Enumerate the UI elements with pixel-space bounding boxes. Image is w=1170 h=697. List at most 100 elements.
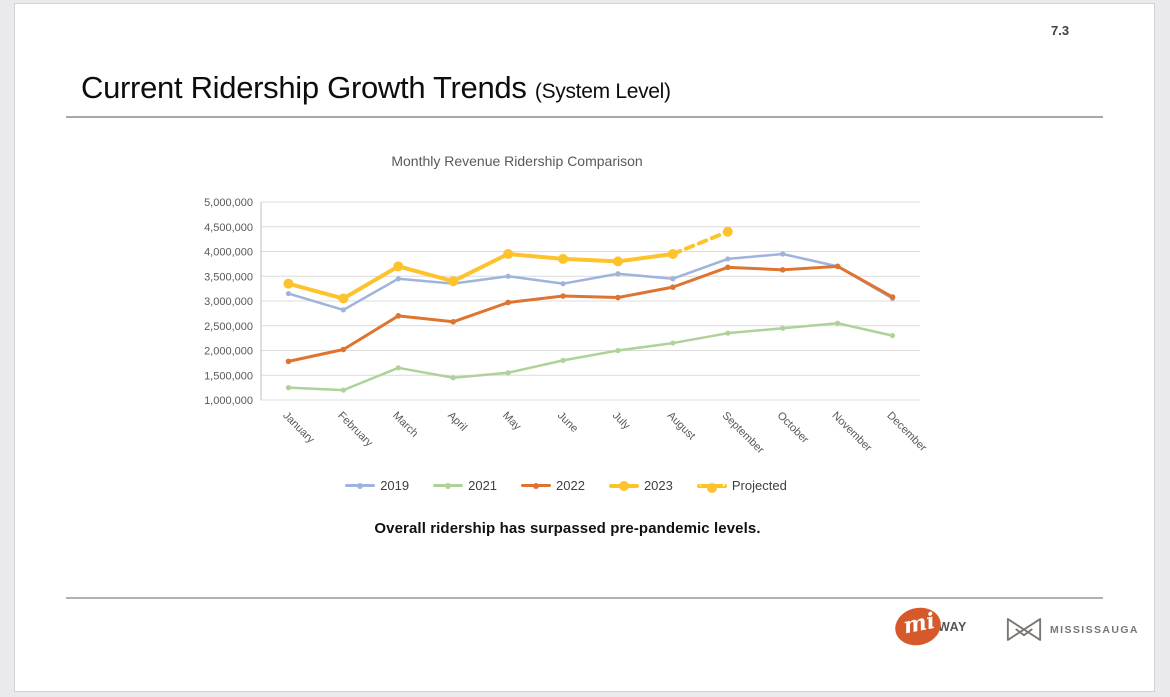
series-marker-2022 <box>834 263 841 270</box>
y-axis-tick-label: 2,500,000 <box>204 321 253 333</box>
title-divider <box>66 116 1103 118</box>
legend-label-2021: 2021 <box>468 478 498 493</box>
legend-item-2019: 2019 <box>345 478 409 493</box>
chart-title: Monthly Revenue Ridership Comparison <box>391 153 642 169</box>
legend-marker-dot <box>618 480 629 491</box>
y-axis-tick-label: 1,000,000 <box>204 395 253 407</box>
y-axis-tick-label: 2,000,000 <box>204 346 253 358</box>
series-marker-2021 <box>340 387 346 393</box>
x-axis-tick-label: October <box>775 410 811 446</box>
series-line-Projected <box>670 229 730 256</box>
y-axis-tick-label: 3,000,000 <box>204 296 253 308</box>
series-marker-2019 <box>560 281 566 287</box>
y-axis-tick-label: 4,000,000 <box>204 247 253 259</box>
legend-marker-dot <box>533 482 540 489</box>
legend-swatch-2019 <box>345 482 376 489</box>
x-axis-tick-label: December <box>884 410 929 455</box>
series-marker-2021 <box>835 320 841 326</box>
legend-marker-dot <box>445 482 452 489</box>
y-axis-tick-label: 4,500,000 <box>204 222 253 234</box>
summary-note: Overall ridership has surpassed pre-pand… <box>374 520 761 537</box>
x-axis-tick-label: August <box>665 410 698 443</box>
y-axis-tick-label: 3,500,000 <box>204 271 253 283</box>
slide-title-qualifier: (System Level) <box>534 80 671 103</box>
series-marker-2023 <box>283 278 294 289</box>
series-marker-2022 <box>560 293 566 299</box>
series-marker-Projected <box>722 226 733 237</box>
series-marker-2022 <box>340 346 347 353</box>
series-marker-2022 <box>450 318 457 325</box>
series-marker-2022 <box>670 284 676 290</box>
legend-swatch-2023 <box>608 480 639 491</box>
miway-way-label: WAY <box>938 619 967 634</box>
mississauga-logo: MISSISSAUGA <box>1005 616 1139 643</box>
series-line-2019 <box>287 252 894 312</box>
series-marker-2021 <box>285 385 292 391</box>
legend-swatch-2022 <box>521 482 552 489</box>
x-axis-tick-label: September <box>720 410 767 457</box>
legend-label-Projected: Projected <box>731 478 787 493</box>
miway-logo: mi WAY <box>891 602 967 651</box>
series-marker-2022 <box>615 294 621 301</box>
legend-item-2023: 2023 <box>608 478 673 493</box>
legend-marker-dot <box>357 482 364 489</box>
series-marker-2019 <box>340 307 346 313</box>
x-axis-tick-label: January <box>280 410 317 447</box>
series-marker-2023 <box>393 261 404 272</box>
x-axis-tick-label: March <box>390 410 420 440</box>
series-marker-2021 <box>670 340 676 346</box>
y-axis-tick-label: 5,000,000 <box>204 197 253 209</box>
legend-item-2021: 2021 <box>433 478 497 493</box>
series-line-2021 <box>287 322 894 392</box>
monthly-ridership-line-chart: 1,000,000 1,500,000 2,000,000 2,500,000 3,00… <box>204 153 929 457</box>
legend-label-2019: 2019 <box>380 478 410 493</box>
series-marker-2021 <box>395 365 401 371</box>
slide-title: Current Ridership Growth Trends (System … <box>81 70 671 106</box>
series-marker-2023 <box>558 253 569 264</box>
page-number: 7.3 <box>1051 23 1070 38</box>
series-marker-2021 <box>505 370 511 376</box>
miway-script-text: mi <box>901 607 938 640</box>
x-axis-tick-label: July <box>610 410 633 433</box>
series-marker-2022 <box>395 313 402 319</box>
footer-divider <box>66 597 1103 599</box>
series-marker-2019 <box>395 276 401 282</box>
legend-item-2022: 2022 <box>521 478 585 493</box>
miway-ellipse-icon: mi <box>891 602 945 651</box>
series-marker-2022 <box>724 264 731 271</box>
x-axis-tick-label: February <box>335 410 375 450</box>
x-axis-tick-label: June <box>555 410 580 435</box>
slide-title-main: Current Ridership Growth Trends <box>81 70 527 105</box>
legend-swatch-Projected <box>696 482 727 493</box>
legend-swatch-2021 <box>433 482 464 489</box>
series-marker-2021 <box>889 333 896 339</box>
y-axis-tick-label: 1,500,000 <box>204 370 253 382</box>
series-line-2023 <box>286 251 675 301</box>
series-marker-2023 <box>503 248 514 259</box>
series-marker-2019 <box>505 273 511 279</box>
series-marker-2023 <box>612 256 623 267</box>
series-marker-2023 <box>448 276 459 287</box>
series-marker-2022 <box>779 267 786 273</box>
slide-page: 7.3 Current Ridership Growth Trends (Sys… <box>14 3 1155 692</box>
series-marker-2021 <box>560 357 566 363</box>
series-marker-2019 <box>780 251 786 257</box>
series-marker-2021 <box>780 325 786 331</box>
mississauga-m-icon <box>1006 618 1042 641</box>
legend-marker-dot <box>706 482 717 493</box>
series-marker-2019 <box>670 276 676 282</box>
series-marker-2022 <box>285 358 292 365</box>
mississauga-label: MISSISSAUGA <box>1050 623 1139 636</box>
legend-item-Projected: Projected <box>696 478 787 493</box>
series-line-2022 <box>286 264 895 363</box>
series-marker-2019 <box>285 290 292 297</box>
series-marker-2019 <box>725 256 731 262</box>
series-marker-2021 <box>725 330 731 336</box>
series-marker-2019 <box>615 271 621 277</box>
series-marker-2021 <box>615 347 621 354</box>
series-marker-2022 <box>889 294 896 300</box>
series-marker-2022 <box>505 299 511 306</box>
x-axis-tick-label: November <box>830 410 875 455</box>
series-marker-2023 <box>338 293 349 304</box>
legend-label-2022: 2022 <box>556 478 585 493</box>
